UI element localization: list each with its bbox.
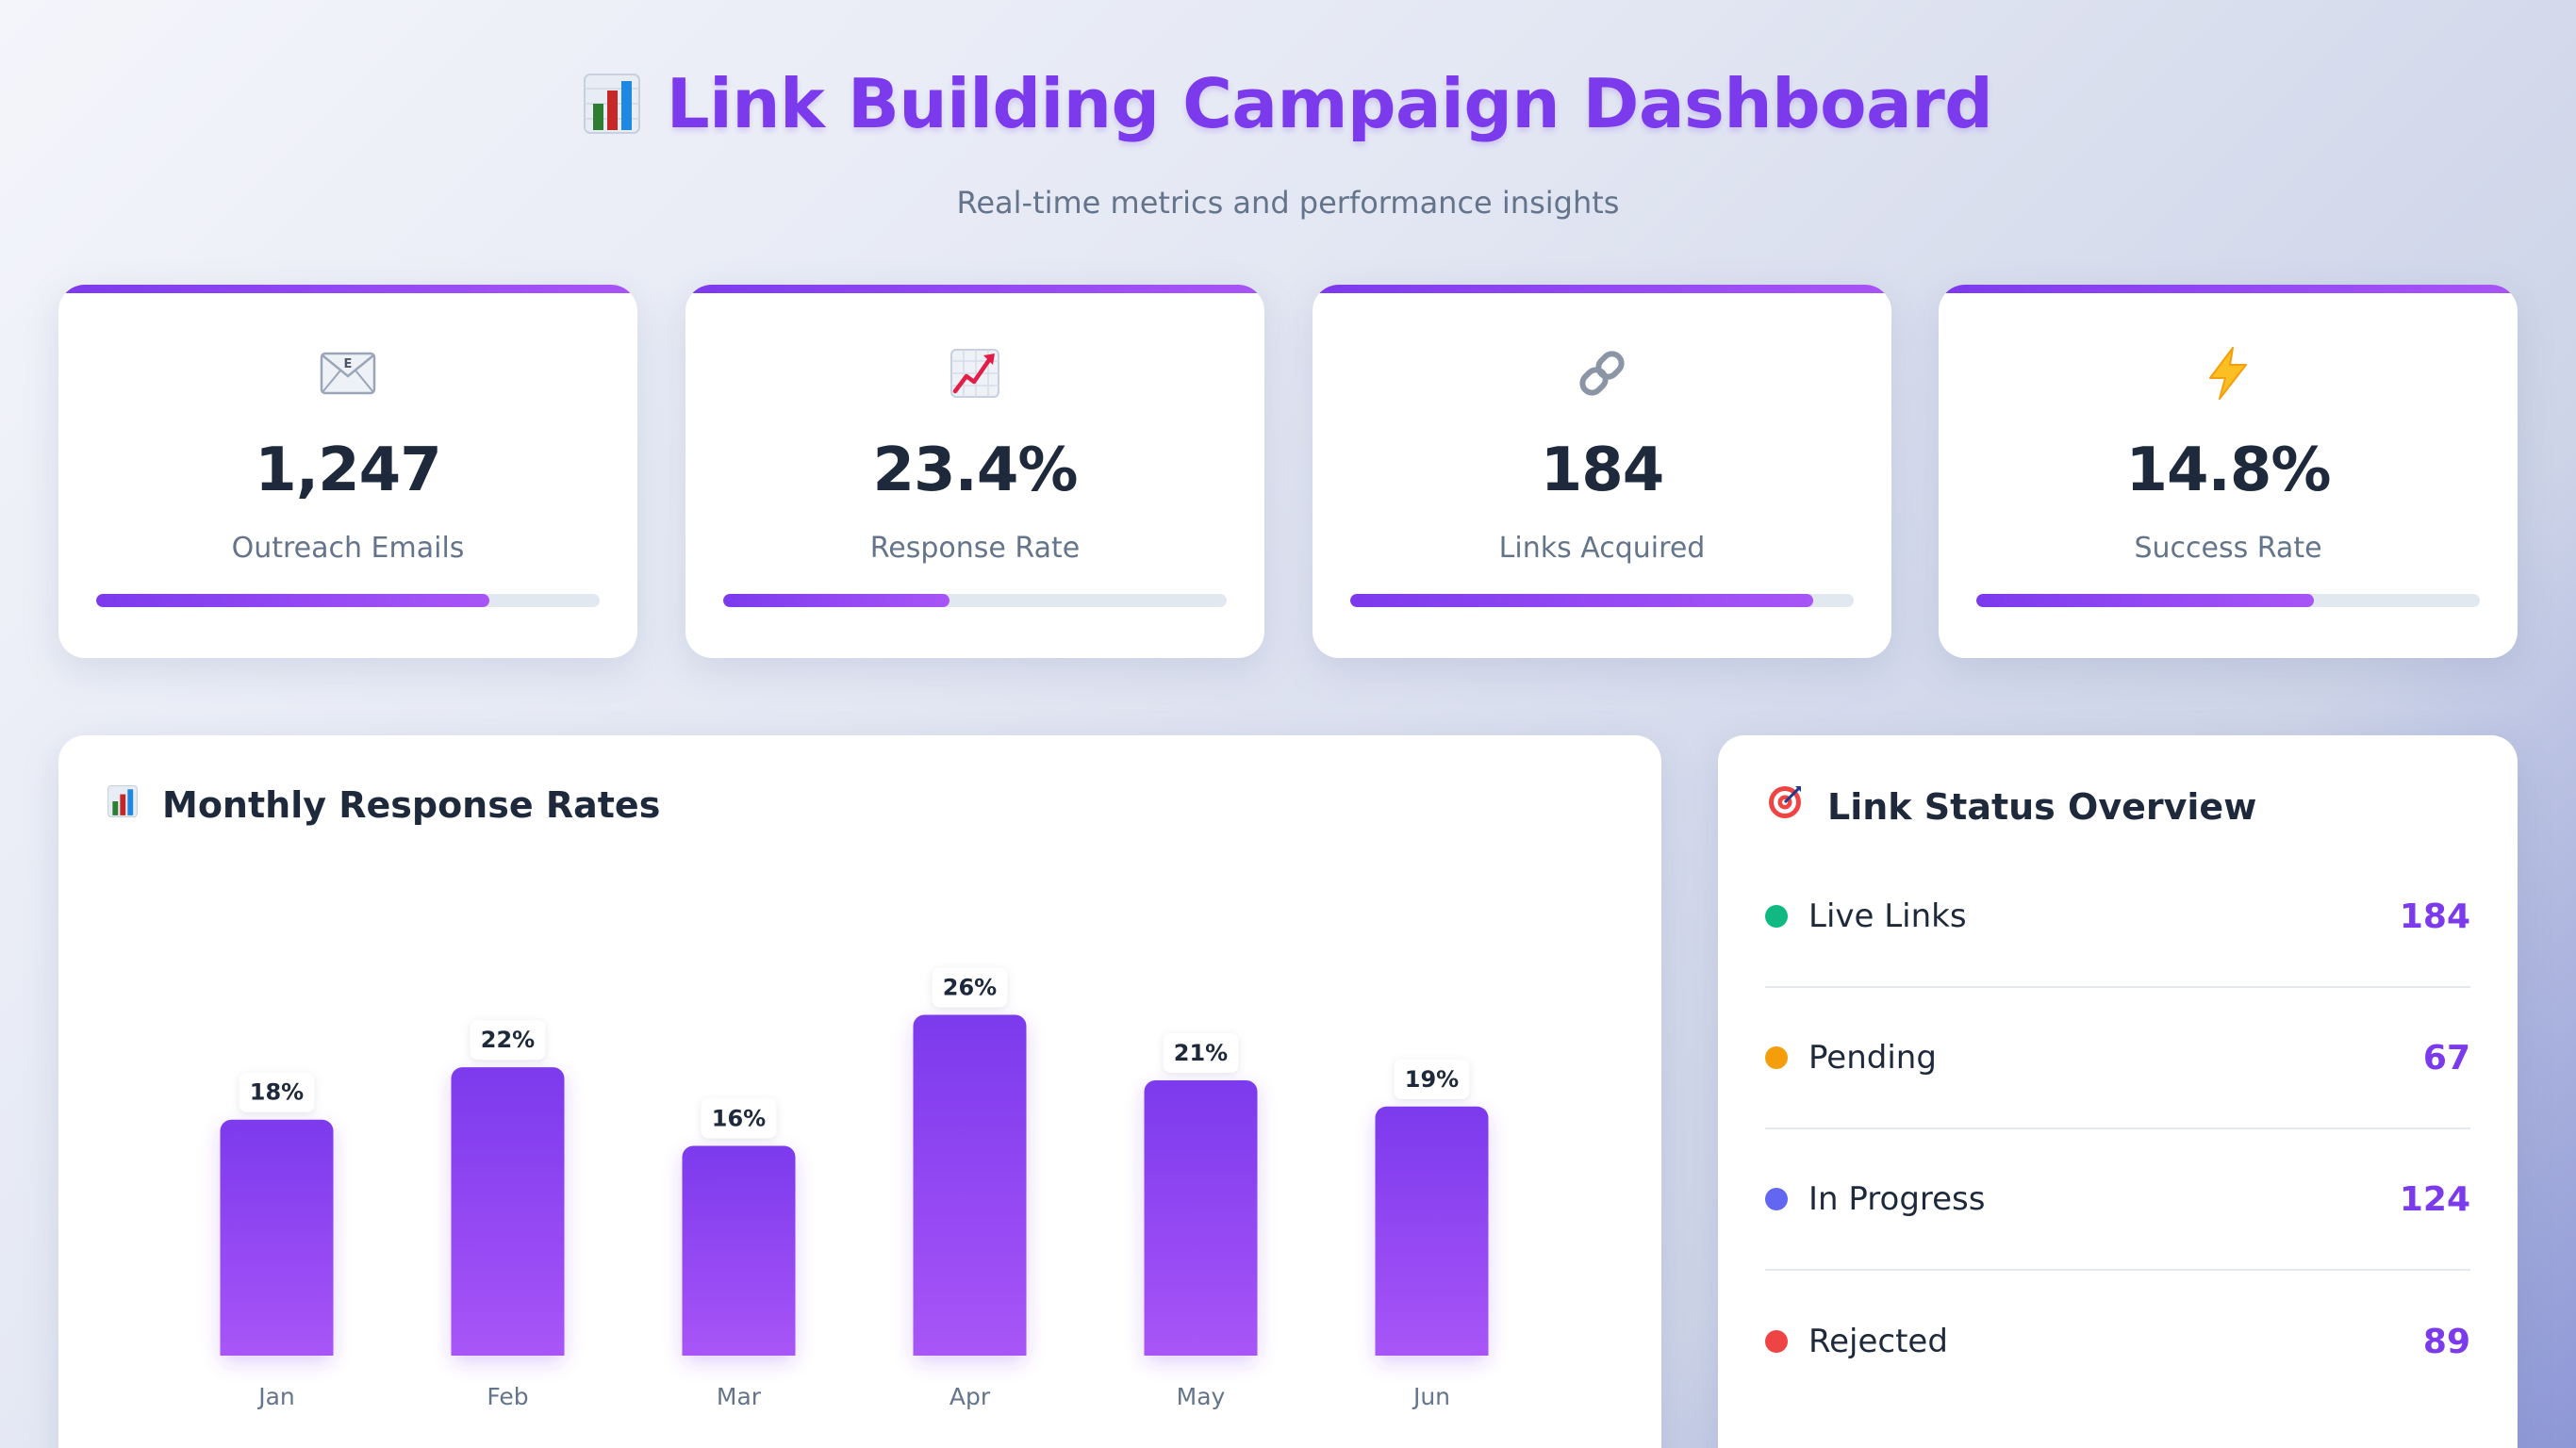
- bar-base: [913, 1342, 1027, 1356]
- status-value: 124: [2399, 1179, 2470, 1219]
- bar-base: [1375, 1342, 1489, 1356]
- data-label: 22%: [481, 1027, 535, 1053]
- chart-title-text: Monthly Response Rates: [162, 784, 661, 826]
- stat-card-outreach-emails: E 1,247 Outreach Emails: [58, 285, 637, 658]
- bar-may: [1144, 1079, 1258, 1356]
- data-label-bg: [701, 1098, 777, 1139]
- stat-label: Response Rate: [869, 532, 1081, 565]
- page-title: Link Building Campaign Dashboard: [666, 64, 1993, 143]
- bar-feb: [451, 1067, 565, 1356]
- data-label-bg: [932, 967, 1008, 1008]
- progress-bar: [96, 594, 600, 607]
- progress-bar: [1350, 594, 1854, 607]
- stat-card-links-acquired: 184 Links Acquired: [1313, 285, 1891, 658]
- bar-jun: [1375, 1106, 1489, 1356]
- stat-value: 184: [1540, 436, 1665, 505]
- bar-base: [220, 1342, 334, 1356]
- status-title-text: Link Status Overview: [1827, 785, 2257, 828]
- envelope-icon: E: [58, 343, 637, 403]
- x-tick-label: Feb: [487, 1383, 528, 1410]
- bar-base: [682, 1342, 796, 1356]
- x-tick-label: Jun: [1412, 1383, 1450, 1410]
- x-tick-label: May: [1177, 1383, 1226, 1410]
- trending-up-chart-icon: [685, 343, 1264, 403]
- page-subtitle: Real-time metrics and performance insigh…: [956, 185, 1620, 221]
- status-label: Live Links: [1808, 897, 1967, 935]
- status-item-rejected: Rejected 89: [1765, 1271, 2470, 1412]
- chart-card-title: Monthly Response Rates: [107, 784, 660, 826]
- status-list: Live Links 184 Pending 67 In Progress 12…: [1765, 847, 2470, 1412]
- stat-value: 14.8%: [2125, 436, 2331, 505]
- progress-bar: [723, 594, 1227, 607]
- x-tick-label: Apr: [949, 1383, 991, 1410]
- status-dot: [1765, 1046, 1788, 1069]
- x-tick-label: Jan: [256, 1383, 295, 1410]
- data-label: 26%: [943, 974, 997, 1000]
- data-label-bg: [1394, 1059, 1470, 1099]
- dashboard-header: Link Building Campaign Dashboard Real-ti…: [0, 58, 2576, 221]
- status-label: Pending: [1808, 1039, 1937, 1077]
- bar-apr: [913, 1014, 1027, 1356]
- bar-chart-icon: [107, 784, 138, 826]
- stat-value: 23.4%: [872, 436, 1078, 505]
- data-label-bg: [1163, 1032, 1239, 1073]
- x-tick-label: Mar: [717, 1383, 762, 1410]
- data-label: 18%: [250, 1079, 304, 1106]
- bar-base: [451, 1342, 565, 1356]
- status-item-in-progress: In Progress 124: [1765, 1129, 2470, 1271]
- status-dot: [1765, 905, 1788, 928]
- status-item-live-links: Live Links 184: [1765, 847, 2470, 988]
- bar-chart: 18% Jan 22% Feb 16% Mar 26% Apr 21% May 19% Jun: [220, 967, 1489, 1410]
- bar-base: [1144, 1342, 1258, 1356]
- data-label: 16%: [712, 1106, 766, 1132]
- status-label: Rejected: [1808, 1323, 1948, 1360]
- stat-label: Success Rate: [2134, 532, 2322, 565]
- progress-fill: [1350, 594, 1814, 607]
- link-status-card: Link Status Overview Live Links 184 Pend…: [1718, 735, 2518, 1448]
- stat-value: 1,247: [255, 436, 441, 505]
- status-value: 89: [2422, 1322, 2470, 1361]
- data-label: 19%: [1405, 1066, 1459, 1093]
- data-label: 21%: [1174, 1040, 1228, 1066]
- stat-card-success-rate: 14.8% Success Rate: [1939, 285, 2518, 658]
- progress-bar: [1976, 594, 2480, 607]
- progress-fill: [96, 594, 489, 607]
- stat-card-response-rate: 23.4% Response Rate: [685, 285, 1264, 658]
- status-value: 184: [2399, 897, 2470, 936]
- bar-chart-icon: [583, 74, 640, 134]
- lightning-icon: [1939, 343, 2518, 403]
- status-dot: [1765, 1330, 1788, 1353]
- status-value: 67: [2422, 1038, 2470, 1078]
- stat-label: Links Acquired: [1498, 532, 1706, 565]
- data-label-bg: [239, 1072, 315, 1112]
- bar-mar: [682, 1145, 796, 1356]
- status-label: In Progress: [1808, 1180, 1986, 1218]
- progress-fill: [1976, 594, 2314, 607]
- stat-label: Outreach Emails: [231, 532, 465, 565]
- target-icon: [1767, 784, 1803, 829]
- svg-text:E: E: [344, 357, 353, 371]
- status-item-pending: Pending 67: [1765, 988, 2470, 1129]
- status-dot: [1765, 1188, 1788, 1210]
- monthly-response-chart-card: Monthly Response Rates 18% Jan 22% Feb 16% Ma…: [58, 735, 1661, 1448]
- bar-jan: [220, 1119, 334, 1356]
- progress-fill: [723, 594, 950, 607]
- link-icon: [1313, 343, 1891, 403]
- data-label-bg: [470, 1020, 546, 1061]
- status-card-title: Link Status Overview: [1767, 784, 2256, 829]
